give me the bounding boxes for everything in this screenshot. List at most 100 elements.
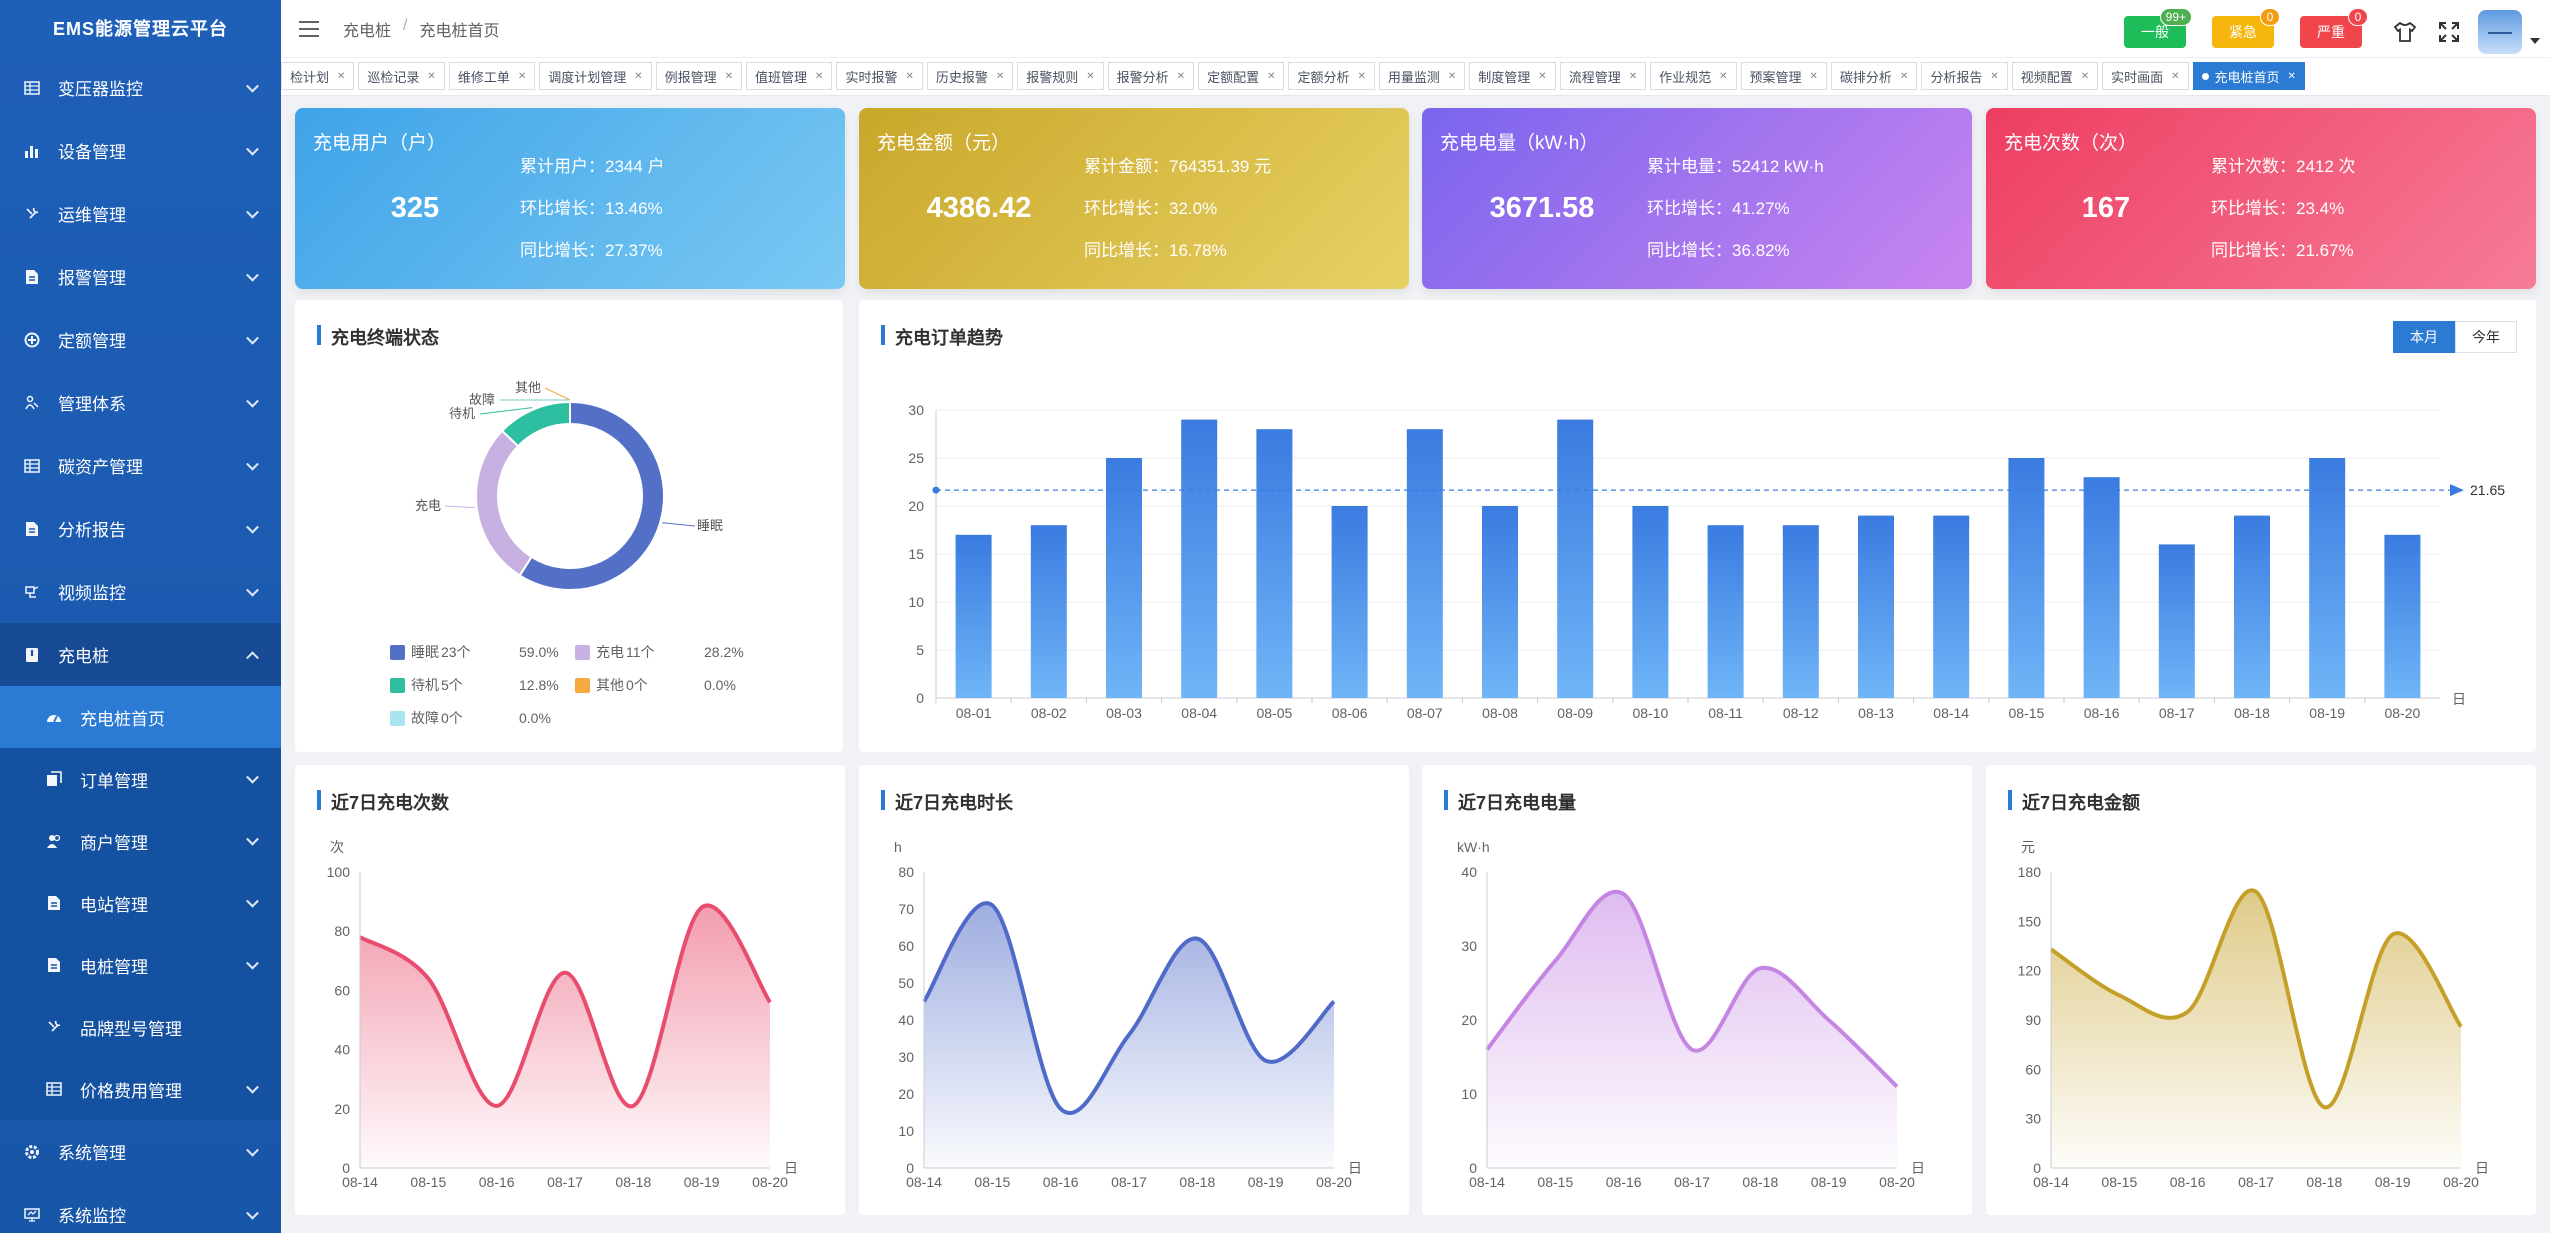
sidebar-item-11[interactable]: 订单管理 <box>0 748 281 810</box>
close-icon[interactable]: ✕ <box>1538 70 1547 82</box>
menu-toggle-icon[interactable] <box>299 20 319 37</box>
close-icon[interactable]: ✕ <box>1899 70 1909 82</box>
sidebar-item-17[interactable]: 系统管理 <box>0 1120 281 1183</box>
pie-slice[interactable] <box>500 400 571 448</box>
sidebar-item-7[interactable]: 分析报告 <box>0 497 281 560</box>
sidebar-item-3[interactable]: 报警管理 <box>0 245 281 308</box>
alarm-button-2[interactable]: 严重 0 <box>2300 8 2368 48</box>
sidebar-item-15[interactable]: 品牌型号管理 <box>0 996 281 1058</box>
alarm-button-0[interactable]: 一般 99+ <box>2124 8 2192 48</box>
tab-2[interactable]: 维修工单 ✕ <box>448 62 536 90</box>
legend-item[interactable]: 故障 0个 0.0% <box>390 708 551 728</box>
tab-5[interactable]: 值班管理 ✕ <box>746 62 833 90</box>
bar[interactable] <box>1557 419 1594 698</box>
sidebar-item-9[interactable]: 充电桩 <box>0 623 281 686</box>
series-line[interactable] <box>2049 888 2463 1110</box>
close-icon[interactable]: ✕ <box>995 70 1005 82</box>
close-icon[interactable]: ✕ <box>517 70 527 82</box>
bar[interactable] <box>2234 515 2270 698</box>
tab-6[interactable]: 实时报警 ✕ <box>836 62 923 90</box>
sidebar-item-13[interactable]: 电站管理 <box>0 872 281 934</box>
sidebar-item-12[interactable]: 商户管理 <box>0 810 281 872</box>
close-icon[interactable]: ✕ <box>815 70 824 82</box>
sidebar-item-0[interactable]: 变压器监控 <box>0 56 281 119</box>
tab-13[interactable]: 制度管理 ✕ <box>1469 62 1556 90</box>
sidebar-item-18[interactable]: 系统监控 <box>0 1183 281 1233</box>
bar[interactable] <box>2384 534 2421 698</box>
toggle-month-button[interactable]: 本月 <box>2393 321 2455 353</box>
bar[interactable] <box>2309 458 2346 698</box>
bar[interactable] <box>2083 477 2120 698</box>
close-icon[interactable]: ✕ <box>905 70 914 82</box>
tab-8[interactable]: 报警规则 ✕ <box>1017 62 1104 90</box>
bar[interactable] <box>1406 429 1443 698</box>
close-icon[interactable]: ✕ <box>2171 70 2180 82</box>
sidebar-item-10[interactable]: 充电桩首页 <box>0 686 281 748</box>
sidebar-item-4[interactable]: 定额管理 <box>0 308 281 371</box>
sidebar-item-2[interactable]: 运维管理 <box>0 182 281 245</box>
close-icon[interactable]: ✕ <box>634 70 643 82</box>
alarm-button-1[interactable]: 紧急 0 <box>2212 8 2280 48</box>
bar[interactable] <box>2008 458 2045 698</box>
avatar[interactable] <box>2478 10 2522 54</box>
bar[interactable] <box>1933 515 1970 698</box>
bar[interactable] <box>1632 506 1669 698</box>
close-icon[interactable]: ✕ <box>1628 70 1638 82</box>
tab-11[interactable]: 定额分析 ✕ <box>1288 62 1375 90</box>
fullscreen-icon[interactable] <box>2434 17 2464 47</box>
sidebar-item-14[interactable]: 电桩管理 <box>0 934 281 996</box>
breadcrumb-item-charger[interactable]: 充电桩 <box>343 22 392 40</box>
tab-9[interactable]: 报警分析 ✕ <box>1107 62 1195 90</box>
sidebar-item-5[interactable]: 管理体系 <box>0 371 281 434</box>
sidebar-item-6[interactable]: 碳资产管理 <box>0 434 281 497</box>
bar[interactable] <box>1782 525 1819 698</box>
close-icon[interactable]: ✕ <box>1176 70 1186 82</box>
close-icon[interactable]: ✕ <box>1990 70 1999 82</box>
bar[interactable] <box>1707 525 1744 698</box>
tab-0[interactable]: 检计划 ✕ <box>281 62 355 90</box>
sidebar-item-8[interactable]: 视频监控 <box>0 560 281 623</box>
close-icon[interactable]: ✕ <box>2080 70 2090 82</box>
tab-1[interactable]: 巡检记录 ✕ <box>358 62 445 90</box>
close-icon[interactable]: ✕ <box>1267 70 1276 82</box>
tab-14[interactable]: 流程管理 ✕ <box>1559 62 1647 90</box>
tab-19[interactable]: 视频配置 ✕ <box>2011 62 2099 90</box>
series-line[interactable] <box>922 901 1336 1115</box>
close-icon[interactable]: ✕ <box>1719 70 1728 82</box>
tab-3[interactable]: 调度计划管理 ✕ <box>539 62 652 90</box>
bar[interactable] <box>955 534 992 698</box>
tab-21[interactable]: 充电桩首页 ✕ <box>2192 62 2305 90</box>
tab-12[interactable]: 用量监测 ✕ <box>1378 62 1466 90</box>
tab-16[interactable]: 预案管理 ✕ <box>1740 62 1827 90</box>
shirt-icon[interactable] <box>2390 17 2420 47</box>
bar[interactable] <box>1482 506 1518 698</box>
toggle-year-button[interactable]: 今年 <box>2455 321 2517 353</box>
legend-item[interactable]: 待机 5个 12.8% <box>390 675 559 695</box>
series-line[interactable] <box>1485 889 1899 1089</box>
sidebar-item-16[interactable]: 价格费用管理 <box>0 1058 281 1120</box>
pie-slice[interactable] <box>518 400 665 591</box>
tab-18[interactable]: 分析报告 ✕ <box>1921 62 2008 90</box>
tab-4[interactable]: 例报管理 ✕ <box>655 62 743 90</box>
legend-item[interactable]: 充电 11个 28.2% <box>575 642 744 662</box>
tab-20[interactable]: 实时画面 ✕ <box>2102 62 2189 90</box>
sidebar-item-1[interactable]: 设备管理 <box>0 119 281 182</box>
close-icon[interactable]: ✕ <box>427 70 436 82</box>
bar[interactable] <box>1256 429 1293 698</box>
legend-item[interactable]: 睡眠 23个 59.0% <box>390 642 559 662</box>
pie-slice[interactable] <box>475 429 533 577</box>
close-icon[interactable]: ✕ <box>2287 70 2296 82</box>
chevron-down-icon[interactable] <box>2530 38 2540 44</box>
tab-17[interactable]: 碳排分析 ✕ <box>1830 62 1918 90</box>
close-icon[interactable]: ✕ <box>1447 70 1457 82</box>
bar[interactable] <box>1030 525 1067 698</box>
bar[interactable] <box>1181 419 1218 698</box>
close-icon[interactable]: ✕ <box>1086 70 1095 82</box>
bar[interactable] <box>1858 515 1894 698</box>
tab-15[interactable]: 作业规范 ✕ <box>1650 62 1737 90</box>
series-line[interactable] <box>358 903 772 1108</box>
bar[interactable] <box>1106 458 1142 698</box>
tab-10[interactable]: 定额配置 ✕ <box>1198 62 1285 90</box>
close-icon[interactable]: ✕ <box>724 70 734 82</box>
close-icon[interactable]: ✕ <box>337 70 346 82</box>
